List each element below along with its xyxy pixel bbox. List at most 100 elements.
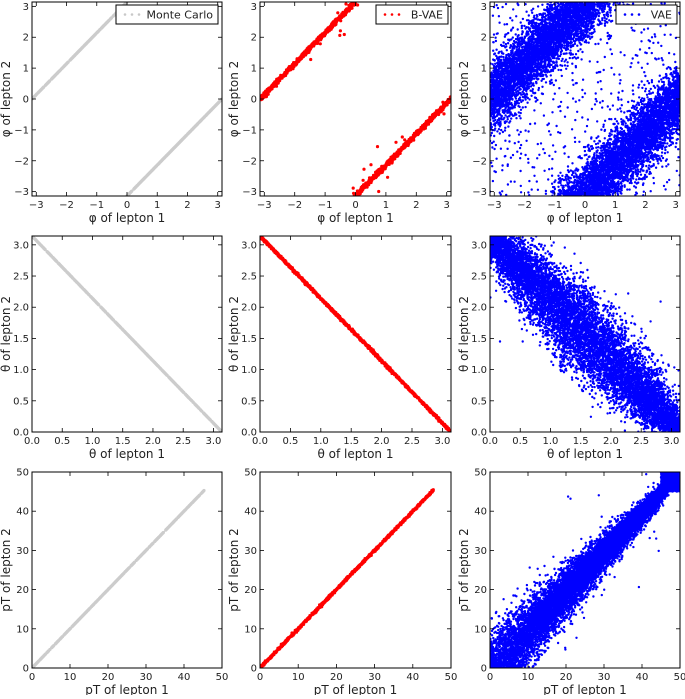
x-tick-label: 2.0 <box>603 436 619 447</box>
y-tick-label: 3.0 <box>241 240 257 251</box>
x-tick-label: −3 <box>487 200 502 211</box>
subplot-1-2: 0.0 0.5 1.0 1.5 2.0 2.5 3.00.00.51.01.52.02.53… <box>457 208 685 461</box>
y-tick-label: 0.0 <box>471 428 487 439</box>
x-tick-label: 3.0 <box>205 436 221 447</box>
scatter-points <box>259 0 453 197</box>
x-tick-label: 2.5 <box>633 436 649 447</box>
x-tick-label: 3 <box>673 200 679 211</box>
y-tick-label: 40 <box>16 507 29 518</box>
y-tick-label: −2 <box>472 156 487 167</box>
y-tick-label: 30 <box>474 546 487 557</box>
x-tick-label: 2.0 <box>374 436 390 447</box>
y-tick-label: 1 <box>251 64 257 75</box>
y-tick-label: 0.0 <box>241 428 257 439</box>
y-axis-label: pT of lepton 2 <box>457 528 471 612</box>
x-tick-label: 3.0 <box>663 436 679 447</box>
y-tick-label: 2.0 <box>241 303 257 314</box>
x-tick-label: −1 <box>318 200 333 211</box>
y-axis-label: θ of lepton 2 <box>0 296 13 372</box>
x-tick-label: 40 <box>636 672 649 683</box>
x-tick-label: 1 <box>154 200 160 211</box>
x-tick-label: 0 <box>257 672 263 683</box>
legend: Monte Carlo <box>116 5 218 24</box>
x-tick-label: 50 <box>445 672 458 683</box>
y-tick-label: 1.5 <box>13 334 29 345</box>
y-tick-label: 2.5 <box>241 272 257 283</box>
y-tick-label: 1.0 <box>241 365 257 376</box>
x-tick-label: 2 <box>413 200 419 211</box>
x-tick-label: 1.5 <box>343 436 359 447</box>
x-tick-label: −1 <box>89 200 104 211</box>
x-tick-label: 0 <box>487 672 493 683</box>
x-tick-label: 30 <box>598 672 611 683</box>
legend-label: Monte Carlo <box>147 9 214 22</box>
x-tick-label: 1.5 <box>573 436 589 447</box>
x-tick-label: 20 <box>330 672 343 683</box>
scatter-points <box>30 234 223 433</box>
y-tick-label: −3 <box>242 187 257 198</box>
y-tick-label: 0 <box>23 95 29 106</box>
y-tick-label: −2 <box>242 156 257 167</box>
x-tick-label: 1.0 <box>543 436 559 447</box>
x-axis-label: pT of lepton 1 <box>314 683 398 695</box>
x-tick-label: 40 <box>178 672 191 683</box>
x-tick-label: 0.5 <box>512 436 528 447</box>
x-tick-label: 50 <box>674 672 685 683</box>
legend: B-VAE <box>376 5 448 24</box>
x-tick-label: −2 <box>287 200 302 211</box>
y-tick-label: 20 <box>16 585 29 596</box>
x-tick-label: 1 <box>383 200 389 211</box>
y-tick-label: 2.5 <box>471 272 487 283</box>
legend-label: B-VAE <box>411 9 443 22</box>
x-tick-label: −3 <box>257 200 272 211</box>
x-tick-label: 2 <box>184 200 190 211</box>
y-axis-label: pT of lepton 2 <box>227 528 241 612</box>
x-tick-label: 20 <box>560 672 573 683</box>
x-tick-label: 10 <box>522 672 535 683</box>
y-tick-label: 0.0 <box>13 428 29 439</box>
y-tick-label: 30 <box>244 546 257 557</box>
y-tick-label: 2.0 <box>13 303 29 314</box>
x-tick-label: 3 <box>215 200 221 211</box>
y-axis-label: θ of lepton 2 <box>457 296 471 372</box>
x-axis-label: pT of lepton 1 <box>543 683 627 695</box>
y-tick-label: 40 <box>474 507 487 518</box>
scatter-points <box>477 208 685 448</box>
x-tick-label: 1.5 <box>115 436 131 447</box>
x-tick-label: −2 <box>59 200 74 211</box>
scatter-points <box>30 489 205 670</box>
axes-frame <box>32 2 222 196</box>
x-tick-label: 0 <box>582 200 588 211</box>
x-tick-label: −1 <box>547 200 562 211</box>
x-tick-label: 50 <box>216 672 229 683</box>
y-tick-label: 50 <box>16 468 29 479</box>
y-tick-label: 1 <box>481 64 487 75</box>
x-tick-label: 40 <box>406 672 419 683</box>
y-tick-label: 1 <box>23 64 29 75</box>
y-tick-label: 3.0 <box>13 240 29 251</box>
y-tick-label: 20 <box>474 585 487 596</box>
scatter-points <box>259 488 435 670</box>
y-tick-label: 3.0 <box>471 240 487 251</box>
y-tick-label: 40 <box>244 507 257 518</box>
subplot-1-1: 0.0 0.5 1.0 1.5 2.0 2.5 3.00.00.51.01.52.02.53… <box>227 235 453 461</box>
legend-label: VAE <box>651 9 672 22</box>
y-tick-label: 0.5 <box>241 396 257 407</box>
subplot-1-0: 0.0 0.5 1.0 1.5 2.0 2.5 3.00.00.51.01.52.02.53… <box>0 234 224 461</box>
x-tick-label: 1 <box>612 200 618 211</box>
y-tick-label: 2.5 <box>13 272 29 283</box>
y-tick-label: 2.0 <box>471 303 487 314</box>
y-axis-label: φ of lepton 2 <box>227 61 241 138</box>
x-axis-label: φ of lepton 1 <box>317 211 394 225</box>
x-tick-label: 30 <box>140 672 153 683</box>
x-tick-label: 10 <box>292 672 305 683</box>
x-tick-label: 3.0 <box>434 436 450 447</box>
y-axis-label: φ of lepton 2 <box>0 61 13 138</box>
y-tick-label: 10 <box>244 624 257 635</box>
